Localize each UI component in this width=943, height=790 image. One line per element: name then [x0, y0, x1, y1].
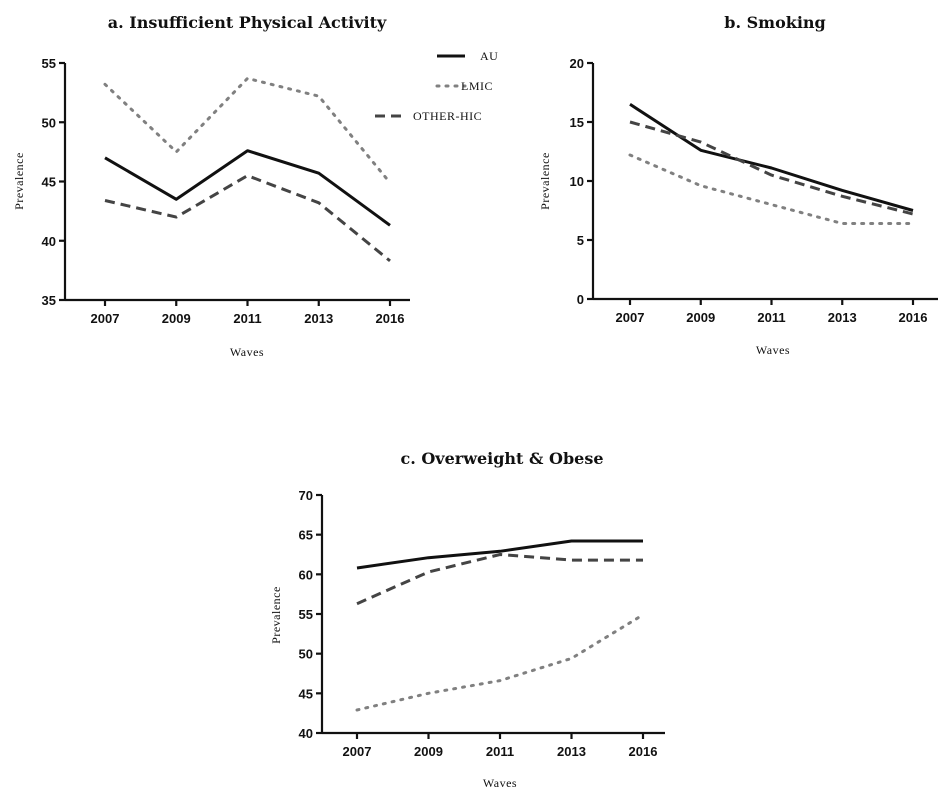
panel-c: c. Overweight & Obese Waves Prevalence 4…: [269, 449, 665, 790]
panel-a-x-tick-label: 2007: [91, 311, 120, 326]
panel-c-y-tick-label: 40: [299, 726, 313, 741]
panel-c-x-tick-label: 2013: [557, 744, 586, 759]
legend-label-au: AU: [480, 49, 498, 63]
panel-c-y-tick-label: 60: [299, 567, 313, 582]
panel-c-title: c. Overweight & Obese: [400, 449, 603, 468]
panel-c-x-tick-label: 2009: [414, 744, 443, 759]
panel-a-x-tick-label: 2009: [162, 311, 191, 326]
panel-b-series-line-other-hic: [629, 120, 914, 216]
panel-a-x-tick-label: 2013: [304, 311, 333, 326]
panel-c-ylabel: Prevalence: [269, 586, 283, 644]
panel-c-y-tick-label: 45: [299, 686, 313, 701]
panel-a-xlabel: Waves: [230, 345, 264, 359]
panel-c-series-line-au: [356, 539, 643, 570]
panel-c-y-tick-label: 50: [299, 647, 313, 662]
panel-b-xlabel: Waves: [756, 343, 790, 357]
panel-c-y-tick-label: 70: [299, 488, 313, 503]
panel-b-y-tick-label: 15: [570, 115, 584, 130]
panel-b-y-tick-label: 20: [570, 56, 584, 71]
panel-b-title: b. Smoking: [724, 13, 825, 32]
panel-a-ylabel: Prevalence: [12, 152, 26, 210]
panel-c-xlabel: Waves: [483, 776, 517, 790]
panel-a-y-tick-label: 35: [42, 293, 56, 308]
panel-a-x-tick-label: 2016: [376, 311, 405, 326]
legend-label-lmic: LMIC: [461, 79, 493, 93]
panel-b-x-tick-label: 2011: [757, 310, 785, 325]
panel-b-x-tick-label: 2007: [616, 310, 645, 325]
panel-a-title: a. Insufficient Physical Activity: [108, 13, 387, 32]
panel-a-series-line-lmic: [103, 76, 392, 185]
panel-c-x-tick-label: 2011: [486, 744, 514, 759]
panel-b-x-tick-label: 2013: [828, 310, 857, 325]
panel-b-series-line-au: [629, 103, 914, 212]
panel-b-ylabel: Prevalence: [538, 152, 552, 210]
panel-c-series-line-other-hic: [356, 553, 643, 606]
panel-a-y-tick-label: 40: [42, 234, 56, 249]
panel-b: b. Smoking Waves Prevalence 0 5 10 15 20 2007…: [538, 13, 938, 357]
panel-b-y-tick-label: 0: [577, 292, 584, 307]
panel-c-x-tick-label: 2016: [629, 744, 658, 759]
legend: AU LMIC OTHER-HIC: [375, 49, 498, 123]
panel-b-series-line-lmic: [628, 153, 915, 225]
panel-c-y-tick-label: 55: [299, 607, 313, 622]
panel-b-y-tick-label: 5: [577, 233, 584, 248]
panel-c-y-tick-label: 65: [299, 528, 313, 543]
panel-c-series-line-lmic: [355, 613, 645, 712]
panel-a-series-line-other-hic: [104, 174, 391, 263]
panel-b-x-tick-label: 2016: [899, 310, 928, 325]
panel-b-y-tick-label: 10: [570, 174, 584, 189]
panel-a-series-line-au: [104, 149, 391, 227]
panel-a-y-tick-label: 55: [42, 56, 56, 71]
panel-c-x-tick-label: 2007: [343, 744, 372, 759]
panel-a: a. Insufficient Physical Activity Waves …: [12, 13, 410, 359]
panel-a-x-tick-label: 2011: [233, 311, 261, 326]
panel-b-x-tick-label: 2009: [686, 310, 715, 325]
legend-label-other-hic: OTHER-HIC: [413, 109, 482, 123]
panel-a-y-tick-label: 45: [42, 175, 56, 190]
panel-a-y-tick-label: 50: [42, 115, 56, 130]
